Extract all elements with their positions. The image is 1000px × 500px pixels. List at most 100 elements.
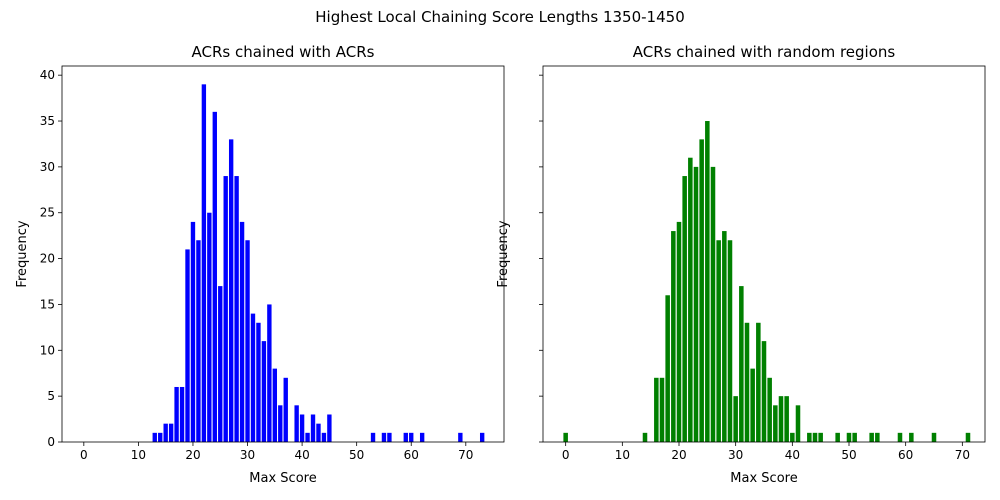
bar-37 <box>283 377 288 442</box>
x-tick-label: 60 <box>898 448 913 462</box>
bar-17 <box>174 386 179 442</box>
bar-54 <box>869 432 874 442</box>
x-tick-label: 20 <box>185 448 200 462</box>
bar-15 <box>163 423 168 442</box>
bar-24 <box>212 111 217 442</box>
bar-60 <box>409 432 414 442</box>
bar-25 <box>705 121 710 443</box>
x-tick-label: 20 <box>671 448 686 462</box>
right-histogram-panel: 0 10 20 30 40 50 60 70 ACRs chained with random … <box>496 43 986 486</box>
bar-37 <box>773 405 778 442</box>
bar-20 <box>676 221 682 442</box>
x-axis-label: Max Score <box>730 471 797 486</box>
x-tick-label: 60 <box>404 448 419 462</box>
bar-20 <box>190 221 196 442</box>
bar-35 <box>761 341 767 442</box>
bar-50 <box>846 432 852 442</box>
bar-30 <box>733 396 738 442</box>
bar-65 <box>931 432 937 442</box>
y-tick-label: 35 <box>40 114 55 128</box>
bar-40 <box>790 432 795 442</box>
y-axis-label: Frequency <box>15 220 30 287</box>
bar-27 <box>716 240 721 442</box>
bar-18 <box>179 386 185 442</box>
x-tick-label: 0 <box>80 448 88 462</box>
bar-51 <box>852 432 857 442</box>
bar-23 <box>207 212 212 442</box>
bar-26 <box>710 166 716 442</box>
bar-23 <box>693 166 699 442</box>
y-tick-label: 10 <box>40 343 55 357</box>
x-axis-label: Max Score <box>249 471 316 486</box>
bar-69 <box>458 432 463 442</box>
axes-frame <box>61 65 505 443</box>
figure-suptitle: Highest Local Chaining Score Lengths 135… <box>315 8 685 26</box>
bar-44 <box>321 432 327 442</box>
bar-33 <box>261 341 267 442</box>
bar-35 <box>272 368 277 442</box>
bar-16 <box>168 423 174 442</box>
y-tick-label: 25 <box>40 206 55 220</box>
bar-43 <box>807 432 812 442</box>
bar-44 <box>812 432 818 442</box>
y-tick-label: 15 <box>40 297 55 311</box>
bar-0 <box>563 432 568 442</box>
bar-55 <box>381 432 387 442</box>
bar-25 <box>218 286 223 442</box>
x-tick-label: 10 <box>131 448 146 462</box>
bar-56 <box>387 432 392 442</box>
bar-45 <box>818 432 823 442</box>
y-tick-label: 30 <box>40 160 55 174</box>
bar-36 <box>278 405 283 442</box>
bar-45 <box>327 414 332 442</box>
bar-73 <box>479 432 485 442</box>
bar-59 <box>403 432 408 442</box>
bar-29 <box>727 240 733 442</box>
bar-29 <box>239 221 245 442</box>
x-tick-label: 70 <box>458 448 473 462</box>
bar-34 <box>267 304 272 442</box>
bar-27 <box>228 139 234 442</box>
bar-43 <box>316 423 321 442</box>
bar-18 <box>665 295 670 442</box>
bar-55 <box>875 432 880 442</box>
y-tick-label: 40 <box>40 68 55 82</box>
bar-17 <box>659 377 665 442</box>
left-histogram-panel: 0 10 20 30 40 50 60 70 0 5 10 15 20 25 30 35 40 ACRs chai… <box>15 43 505 486</box>
bar-24 <box>699 139 704 442</box>
x-tick-label: 40 <box>785 448 800 462</box>
bar-36 <box>767 377 772 442</box>
bar-30 <box>245 240 250 442</box>
bar-40 <box>299 414 305 442</box>
bar-41 <box>305 432 310 442</box>
bar-21 <box>682 176 687 443</box>
x-tick-label: 40 <box>294 448 309 462</box>
y-axis-label: Frequency <box>496 220 511 287</box>
bar-28 <box>722 231 727 442</box>
bar-61 <box>909 432 914 442</box>
bar-28 <box>234 176 239 443</box>
bar-33 <box>750 368 755 442</box>
bar-41 <box>795 405 801 442</box>
bar-19 <box>185 249 190 442</box>
bar-42 <box>310 414 316 442</box>
bar-53 <box>370 432 376 442</box>
bar-26 <box>223 176 228 443</box>
bar-39 <box>784 396 789 442</box>
panel-title: ACRs chained with ACRs <box>192 43 375 61</box>
bar-32 <box>256 322 261 442</box>
bar-59 <box>897 432 903 442</box>
bar-34 <box>756 322 761 442</box>
y-tick-label: 5 <box>47 389 55 403</box>
bar-32 <box>744 322 750 442</box>
bar-22 <box>201 84 207 442</box>
bar-31 <box>739 286 744 442</box>
bar-39 <box>294 405 299 442</box>
y-tick-label: 0 <box>47 435 55 449</box>
bar-14 <box>158 432 163 442</box>
x-tick-label: 0 <box>562 448 570 462</box>
bar-71 <box>965 432 971 442</box>
bar-48 <box>835 432 840 442</box>
panel-title: ACRs chained with random regions <box>633 43 896 61</box>
